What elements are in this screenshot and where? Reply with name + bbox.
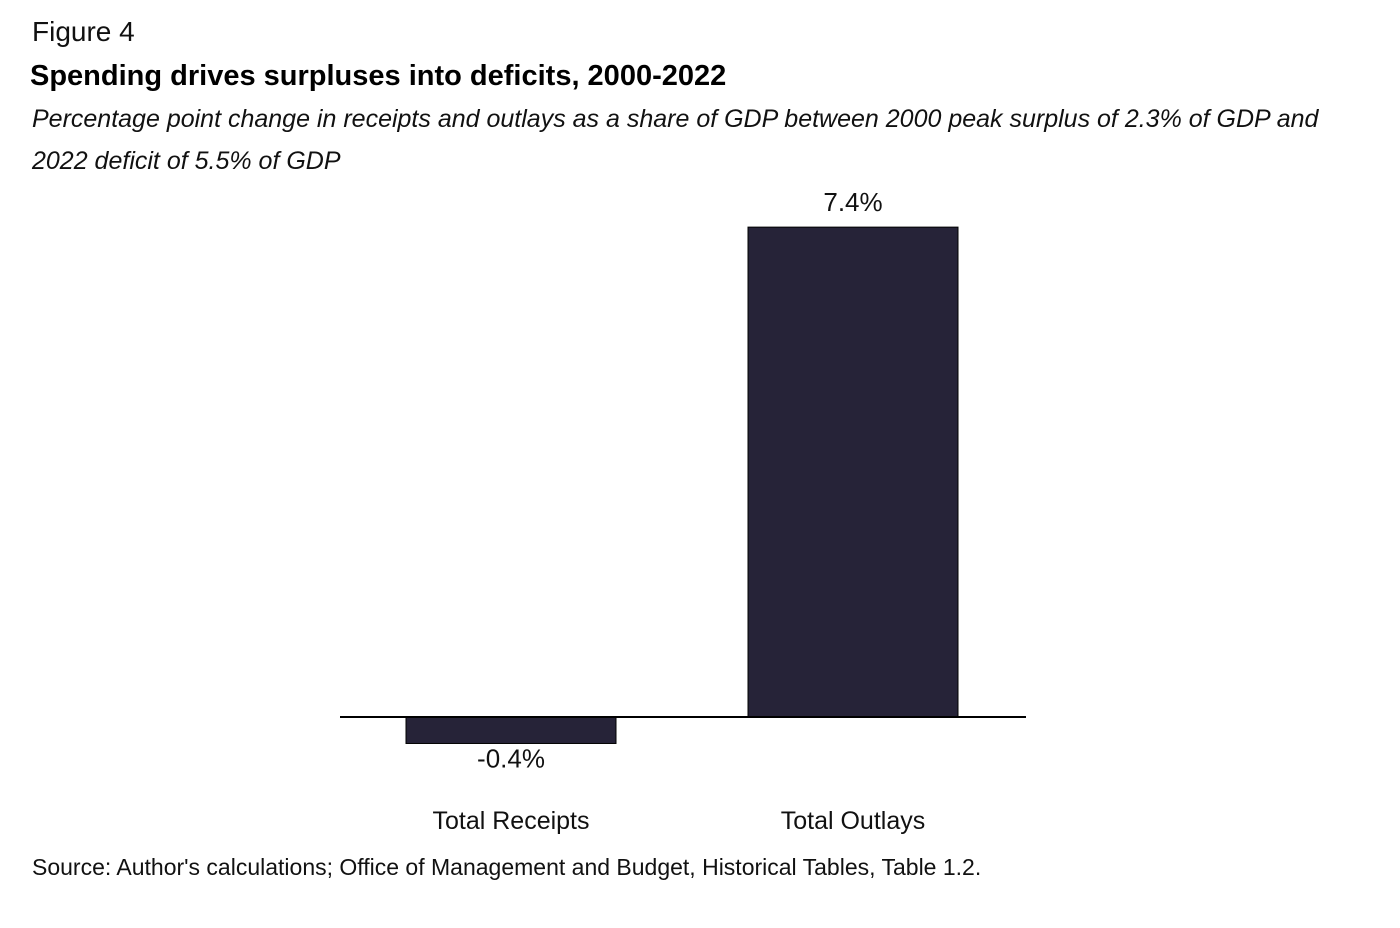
bar-total-receipts xyxy=(405,716,617,744)
source-note: Source: Author's calculations; Office of… xyxy=(32,854,982,880)
data-label-total-receipts: -0.4% xyxy=(477,743,545,773)
figure-label: Figure 4 xyxy=(32,16,135,47)
category-label-total-outlays: Total Outlays xyxy=(781,807,926,835)
chart-title: Spending drives surpluses into deficits,… xyxy=(30,60,727,92)
bars-layer xyxy=(405,226,959,744)
data-label-total-outlays: 7.4% xyxy=(823,187,882,217)
bar-total-outlays xyxy=(747,226,959,718)
labels-layer: -0.4% Total Receipts 7.4% Total Outlays xyxy=(432,187,925,835)
chart-subtitle: Percentage point change in receipts and … xyxy=(32,105,1319,175)
category-label-total-receipts: Total Receipts xyxy=(432,807,589,835)
